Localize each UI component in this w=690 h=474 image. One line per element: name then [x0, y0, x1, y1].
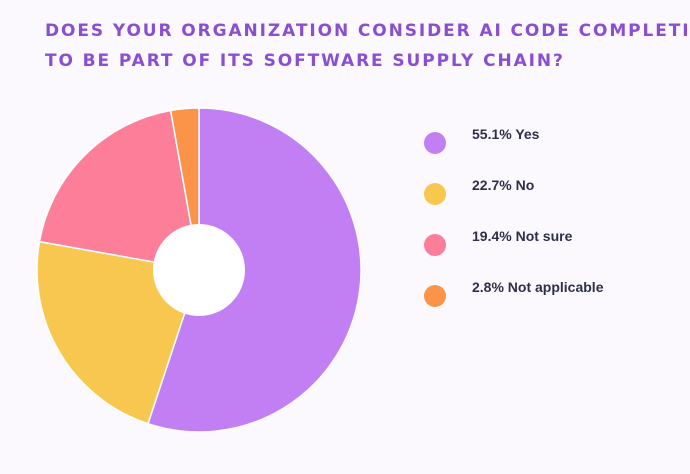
legend-swatch-yes: [424, 132, 446, 154]
legend-swatch-not-applicable: [424, 285, 446, 307]
legend-label-not-sure: 19.4% Not sure: [472, 228, 573, 244]
chart-title-line-1: DOES YOUR ORGANIZATION CONSIDER AI CODE …: [45, 21, 690, 41]
chart-title: DOES YOUR ORGANIZATION CONSIDER AI CODE …: [45, 16, 690, 76]
legend-swatch-no: [424, 183, 446, 205]
legend-label-not-applicable: 2.8% Not applicable: [472, 279, 604, 295]
chart-title-line-2: TO BE PART OF ITS SOFTWARE SUPPLY CHAIN?: [45, 51, 565, 71]
donut-hole: [153, 224, 245, 316]
pie-slice-not-sure: [38, 109, 200, 271]
legend-swatch-not-sure: [424, 234, 446, 256]
legend-label-yes: 55.1% Yes: [472, 126, 540, 142]
pie-slice-yes: [147, 107, 362, 433]
pie-chart: [36, 107, 362, 433]
legend-label-no: 22.7% No: [472, 177, 535, 193]
